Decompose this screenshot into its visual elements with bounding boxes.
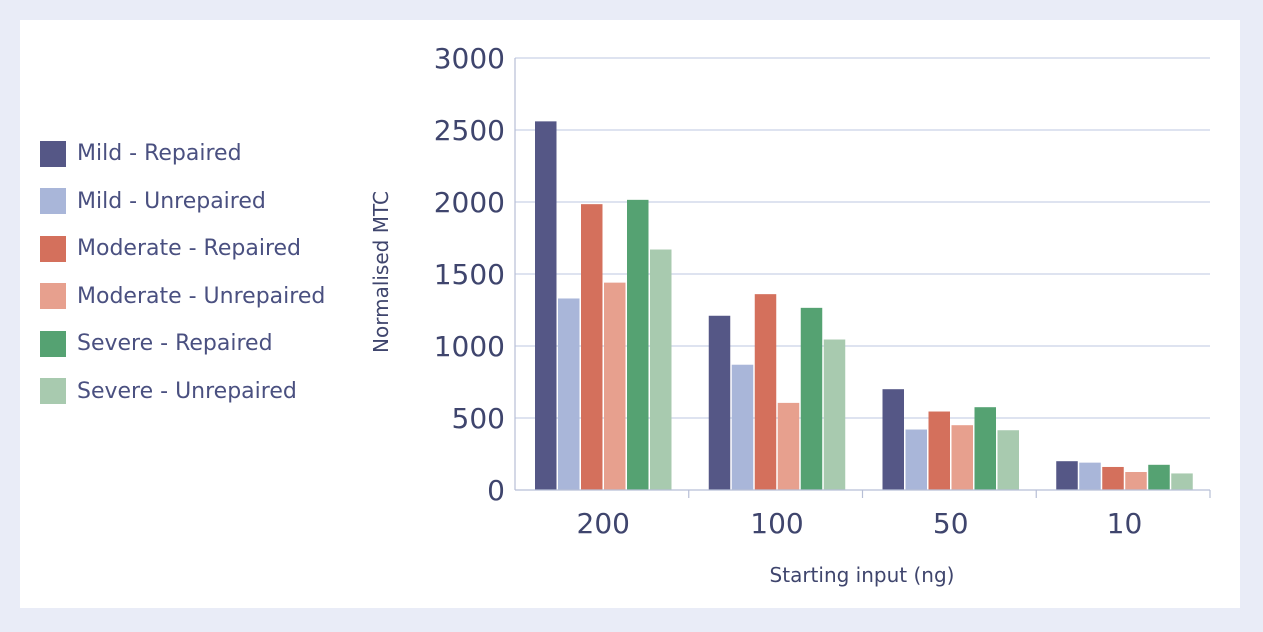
legend-label: Moderate - Unrepaired [77, 283, 326, 309]
y-tick-label: 3000 [434, 42, 505, 75]
bar [1171, 473, 1193, 490]
bar [997, 430, 1019, 490]
y-tick-label: 500 [452, 402, 505, 435]
legend-item: Severe - Repaired [40, 320, 325, 368]
bar [1079, 462, 1101, 490]
bar [535, 121, 557, 491]
legend-item: Mild - Repaired [40, 130, 325, 178]
bar [1102, 466, 1124, 490]
chart-card: Mild - Repaired Mild - Unrepaired Moderate… [20, 20, 1240, 608]
legend-label: Mild - Repaired [77, 141, 242, 167]
bar [974, 407, 996, 490]
legend-label: Mild - Unrepaired [77, 188, 266, 214]
legend-label: Severe - Repaired [77, 331, 273, 357]
legend-swatch [40, 188, 66, 215]
legend-swatch [40, 235, 66, 262]
bar [1056, 461, 1078, 490]
bar [581, 204, 603, 490]
y-tick-label: 1000 [434, 330, 505, 363]
legend-label: Severe - Unrepaired [77, 378, 297, 404]
y-axis-label: Normalised MTC [369, 191, 393, 353]
x-tick-label: 100 [750, 507, 803, 540]
bar [650, 249, 672, 490]
x-tick-label: 200 [577, 507, 630, 540]
bar [754, 294, 777, 490]
y-tick-label: 1500 [434, 258, 505, 291]
legend-label: Moderate - Repaired [77, 236, 302, 262]
legend-item: Mild - Unrepaired [40, 178, 325, 226]
bar [777, 402, 800, 490]
bar [731, 364, 754, 490]
x-tick-label: 10 [1107, 507, 1143, 540]
bar [1125, 472, 1147, 490]
legend-item: Moderate - Unrepaired [40, 273, 325, 321]
legend-swatch [40, 378, 66, 405]
bar [604, 282, 626, 490]
bar [905, 429, 927, 490]
bar [558, 298, 580, 490]
y-tick-label: 0 [487, 474, 505, 507]
bar [800, 307, 823, 490]
bar [1148, 464, 1170, 490]
x-tick-label: 50 [933, 507, 969, 540]
x-axis-label: Starting input (ng) [770, 563, 955, 587]
legend-item: Moderate - Repaired [40, 225, 325, 273]
y-tick-label: 2500 [434, 114, 505, 147]
legend-swatch [40, 283, 66, 310]
legend: Mild - Repaired Mild - Unrepaired Moderate… [40, 130, 325, 415]
bar [951, 425, 973, 490]
bar [708, 315, 731, 490]
bars [535, 121, 1193, 491]
bar [823, 339, 846, 490]
legend-swatch [40, 140, 66, 167]
axes [514, 58, 1211, 498]
bar [882, 389, 904, 490]
bar [928, 411, 950, 490]
y-tick-label: 2000 [434, 186, 505, 219]
tick-labels: 0 500 1000 1500 2000 2500 3000 200 100 50 10 [434, 42, 1143, 540]
bar [627, 199, 649, 490]
legend-item: Severe - Unrepaired [40, 368, 325, 416]
bar-chart: 0 500 1000 1500 2000 2500 3000 200 100 50 10 Norma… [369, 42, 1211, 587]
legend-swatch [40, 330, 66, 357]
